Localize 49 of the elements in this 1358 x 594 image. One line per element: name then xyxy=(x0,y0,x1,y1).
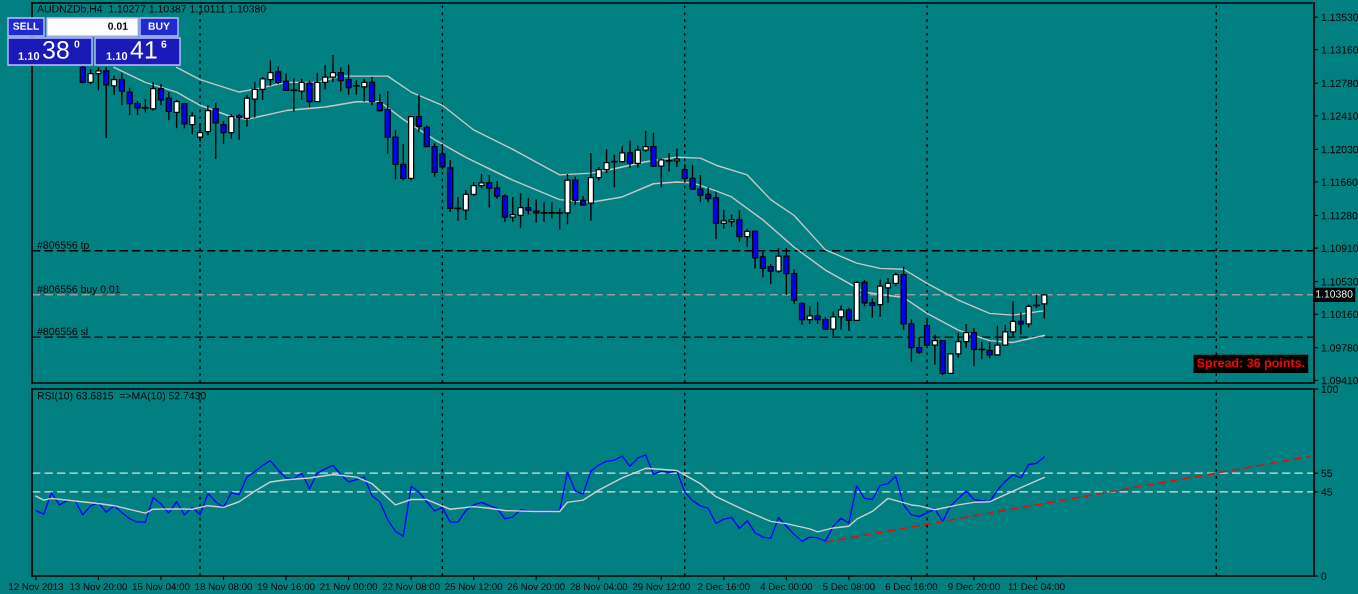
annotation: 41 xyxy=(130,41,157,59)
x-tick-label: 11 Dec 04:00 xyxy=(1008,583,1065,591)
ref-line-label: #806556 tp xyxy=(37,241,89,251)
x-tick-label: 6 Dec 16:00 xyxy=(885,583,938,591)
x-tick-label: 28 Nov 04:00 xyxy=(570,583,628,591)
y-tick-label: 55 xyxy=(1321,469,1333,478)
x-tick-label: 21 Nov 00:00 xyxy=(320,583,378,591)
annotation: BUY xyxy=(148,22,170,30)
y-tick-label: 1.13530 xyxy=(1321,13,1358,21)
y-tick-label: 1.09410 xyxy=(1321,376,1358,385)
x-tick-label: 29 Nov 12:00 xyxy=(632,583,690,591)
y-tick-label: 1.12030 xyxy=(1321,145,1358,154)
chart-title: AUDNZDb,H4 1.10277 1.10387 1.10111 1.10380 xyxy=(37,4,266,14)
ref-line-label: #806556 sl xyxy=(37,327,88,336)
y-tick-label: 100 xyxy=(1321,385,1338,393)
x-tick-label: 2 Dec 16:00 xyxy=(698,583,750,591)
x-tick-label: 4 Dec 00:00 xyxy=(760,583,813,591)
annotation: 1.10 xyxy=(18,52,40,60)
y-tick-label: 1.11280 xyxy=(1321,211,1358,220)
y-tick-label: 1.09780 xyxy=(1321,344,1358,352)
x-tick-label: 13 Nov 20:00 xyxy=(70,583,127,591)
annotation: Spread: 36 points. xyxy=(1197,358,1305,370)
x-tick-label: 5 Dec 08:00 xyxy=(823,583,875,591)
chart-title: RSI(10) 63.6815 =>MA(10) 52.7430 xyxy=(37,391,206,402)
x-tick-label: 25 Nov 12:00 xyxy=(445,583,503,591)
annotation: 0.01 xyxy=(108,22,128,30)
y-tick-label: 0 xyxy=(1321,572,1327,580)
y-tick-label: 1.13160 xyxy=(1321,46,1358,54)
x-tick-label: 22 Nov 08:00 xyxy=(382,583,440,591)
y-tick-label: 45 xyxy=(1321,488,1333,496)
x-tick-label: 15 Nov 04:00 xyxy=(132,583,190,591)
y-tick-label: 1.12780 xyxy=(1321,79,1358,88)
annotation: 1.10 xyxy=(106,52,128,60)
y-tick-label: 1.10910 xyxy=(1321,244,1358,252)
y-tick-label: 1.10530 xyxy=(1321,278,1358,286)
x-tick-label: 26 Nov 20:00 xyxy=(507,583,565,591)
annotation: SELL xyxy=(12,22,39,30)
y-tick-label: 1.10160 xyxy=(1321,310,1358,319)
ref-line-label: #806556 buy 0.01 xyxy=(37,285,121,295)
annotation: 6 xyxy=(161,40,167,48)
y-tick-label: 1.11660 xyxy=(1321,178,1358,186)
x-tick-label: 18 Nov 08:00 xyxy=(195,583,253,591)
x-tick-label: 12 Nov 2013 xyxy=(9,583,64,591)
x-tick-label: 19 Nov 16:00 xyxy=(257,583,315,591)
annotation: 38 xyxy=(42,41,69,59)
ref-line-label: 1.10380 xyxy=(1316,290,1353,298)
x-tick-label: 9 Dec 20:00 xyxy=(948,583,1000,591)
y-tick-label: 1.12410 xyxy=(1321,112,1358,120)
annotation: 0 xyxy=(74,40,80,48)
